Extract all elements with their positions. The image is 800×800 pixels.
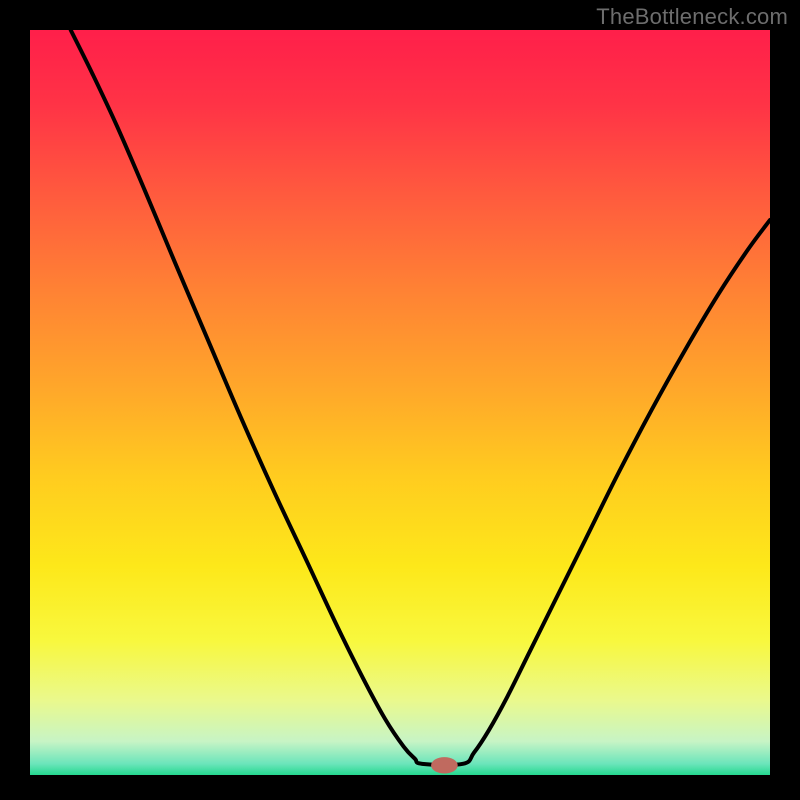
minimum-marker: [431, 757, 458, 773]
plot-area: [30, 30, 770, 775]
bottleneck-curve: [71, 30, 770, 765]
chart-frame: TheBottleneck.com: [0, 0, 800, 800]
curve-layer: [30, 30, 770, 775]
watermark-text: TheBottleneck.com: [596, 4, 788, 30]
